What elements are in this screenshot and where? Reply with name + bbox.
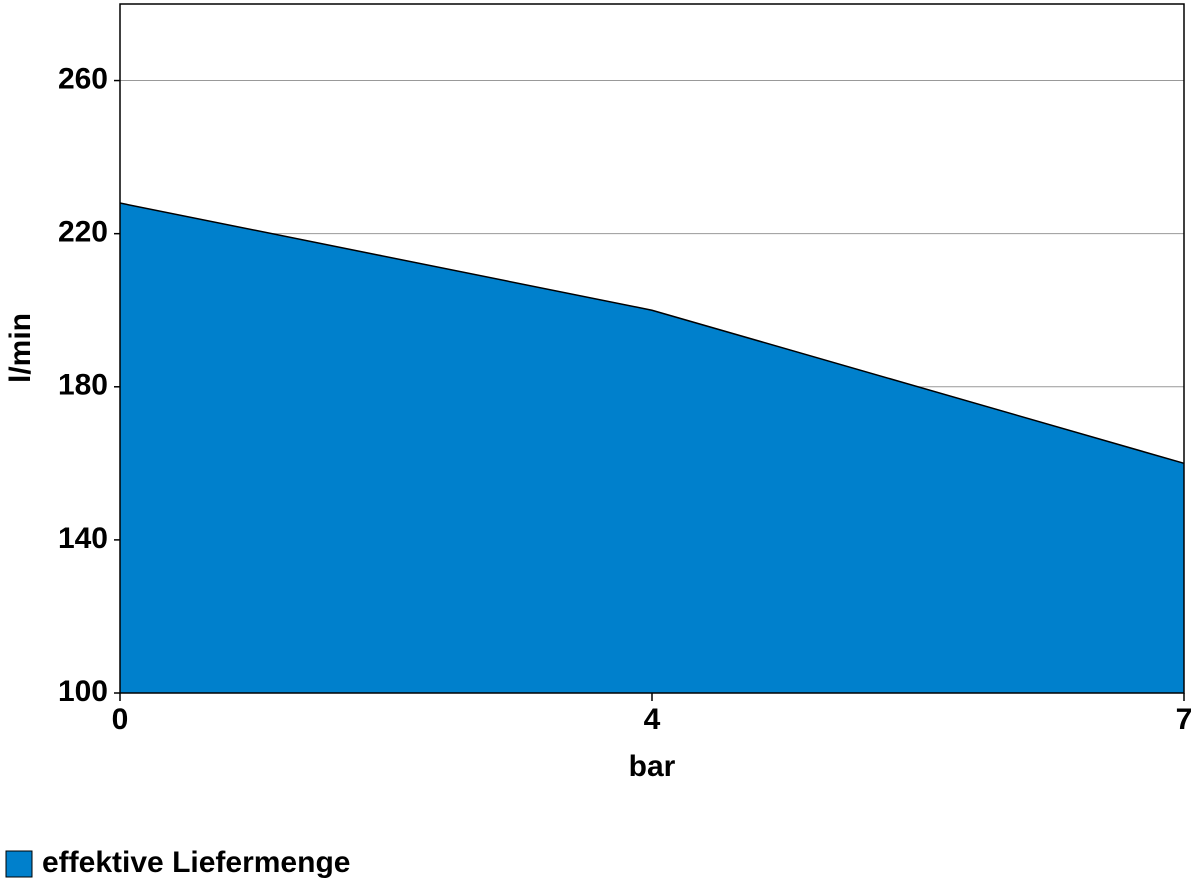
y-tick-label: 260: [58, 62, 108, 95]
x-axis-label: bar: [629, 750, 676, 783]
legend-swatch: [5, 850, 33, 878]
y-axis-label: l/min: [4, 313, 37, 383]
area: [120, 203, 1184, 694]
area-line: [119, 202, 1185, 465]
y-tick-label: 140: [58, 522, 108, 555]
x-tick-label: 0: [112, 703, 129, 736]
y-tick-label: 220: [58, 216, 108, 249]
y-tick-label: 180: [58, 369, 108, 402]
y-tick-label: 100: [58, 675, 108, 708]
legend-label: effektive Liefermenge: [42, 846, 350, 879]
x-tick-label: 7: [1176, 703, 1193, 736]
x-tick-label: 4: [644, 703, 661, 736]
